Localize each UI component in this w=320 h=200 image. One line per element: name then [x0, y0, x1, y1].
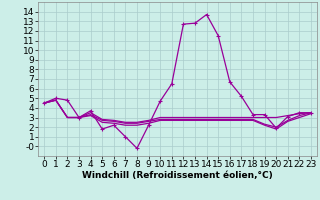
- X-axis label: Windchill (Refroidissement éolien,°C): Windchill (Refroidissement éolien,°C): [82, 171, 273, 180]
